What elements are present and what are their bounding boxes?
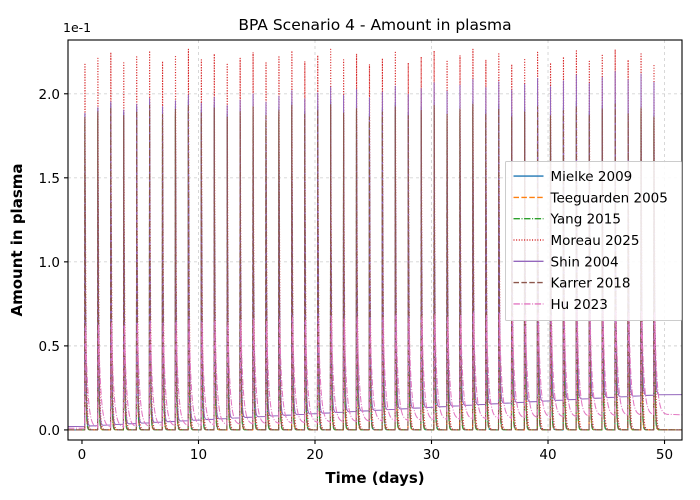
y-axis-offset-text: 1e-1 xyxy=(63,20,91,35)
legend-background xyxy=(505,160,682,322)
legend-label-yang-2015: Yang 2015 xyxy=(550,212,621,228)
x-axis-label: Time (days) xyxy=(325,469,424,487)
legend-label-teeguarden-2005: Teeguarden 2005 xyxy=(550,190,668,206)
x-ticklabel-4: 40 xyxy=(539,447,556,463)
x-ticklabel-0: 0 xyxy=(78,447,87,463)
series-line-moreau-2025 xyxy=(68,48,682,431)
x-ticklabel-1: 10 xyxy=(190,447,207,463)
legend-label-hu-2023: Hu 2023 xyxy=(551,297,608,313)
x-ticklabel-5: 50 xyxy=(656,447,673,463)
legend-label-moreau-2025: Moreau 2025 xyxy=(551,233,640,249)
x-ticklabel-3: 30 xyxy=(423,447,440,463)
y-ticklabel-3: 1.5 xyxy=(39,171,60,187)
series-line-karrer-2018 xyxy=(68,103,682,431)
series-line-hu-2023 xyxy=(68,309,682,429)
legend-label-mielke-2009: Mielke 2009 xyxy=(551,169,633,185)
y-ticklabel-2: 1.0 xyxy=(39,255,60,271)
x-ticklabel-2: 20 xyxy=(306,447,323,463)
legend: Mielke 2009 Teeguarden 2005 Yang 2015 Morea… xyxy=(505,160,682,322)
y-ticklabel-1: 0.5 xyxy=(39,339,60,355)
legend-label-shin-2004: Shin 2004 xyxy=(551,254,619,270)
y-ticklabel-0: 0.0 xyxy=(39,423,60,439)
y-axis-label: Amount in plasma xyxy=(8,163,26,316)
y-ticklabel-4: 2.0 xyxy=(39,87,60,103)
legend-label-karrer-2018: Karrer 2018 xyxy=(551,276,631,292)
chart-title: BPA Scenario 4 - Amount in plasma xyxy=(238,16,511,34)
